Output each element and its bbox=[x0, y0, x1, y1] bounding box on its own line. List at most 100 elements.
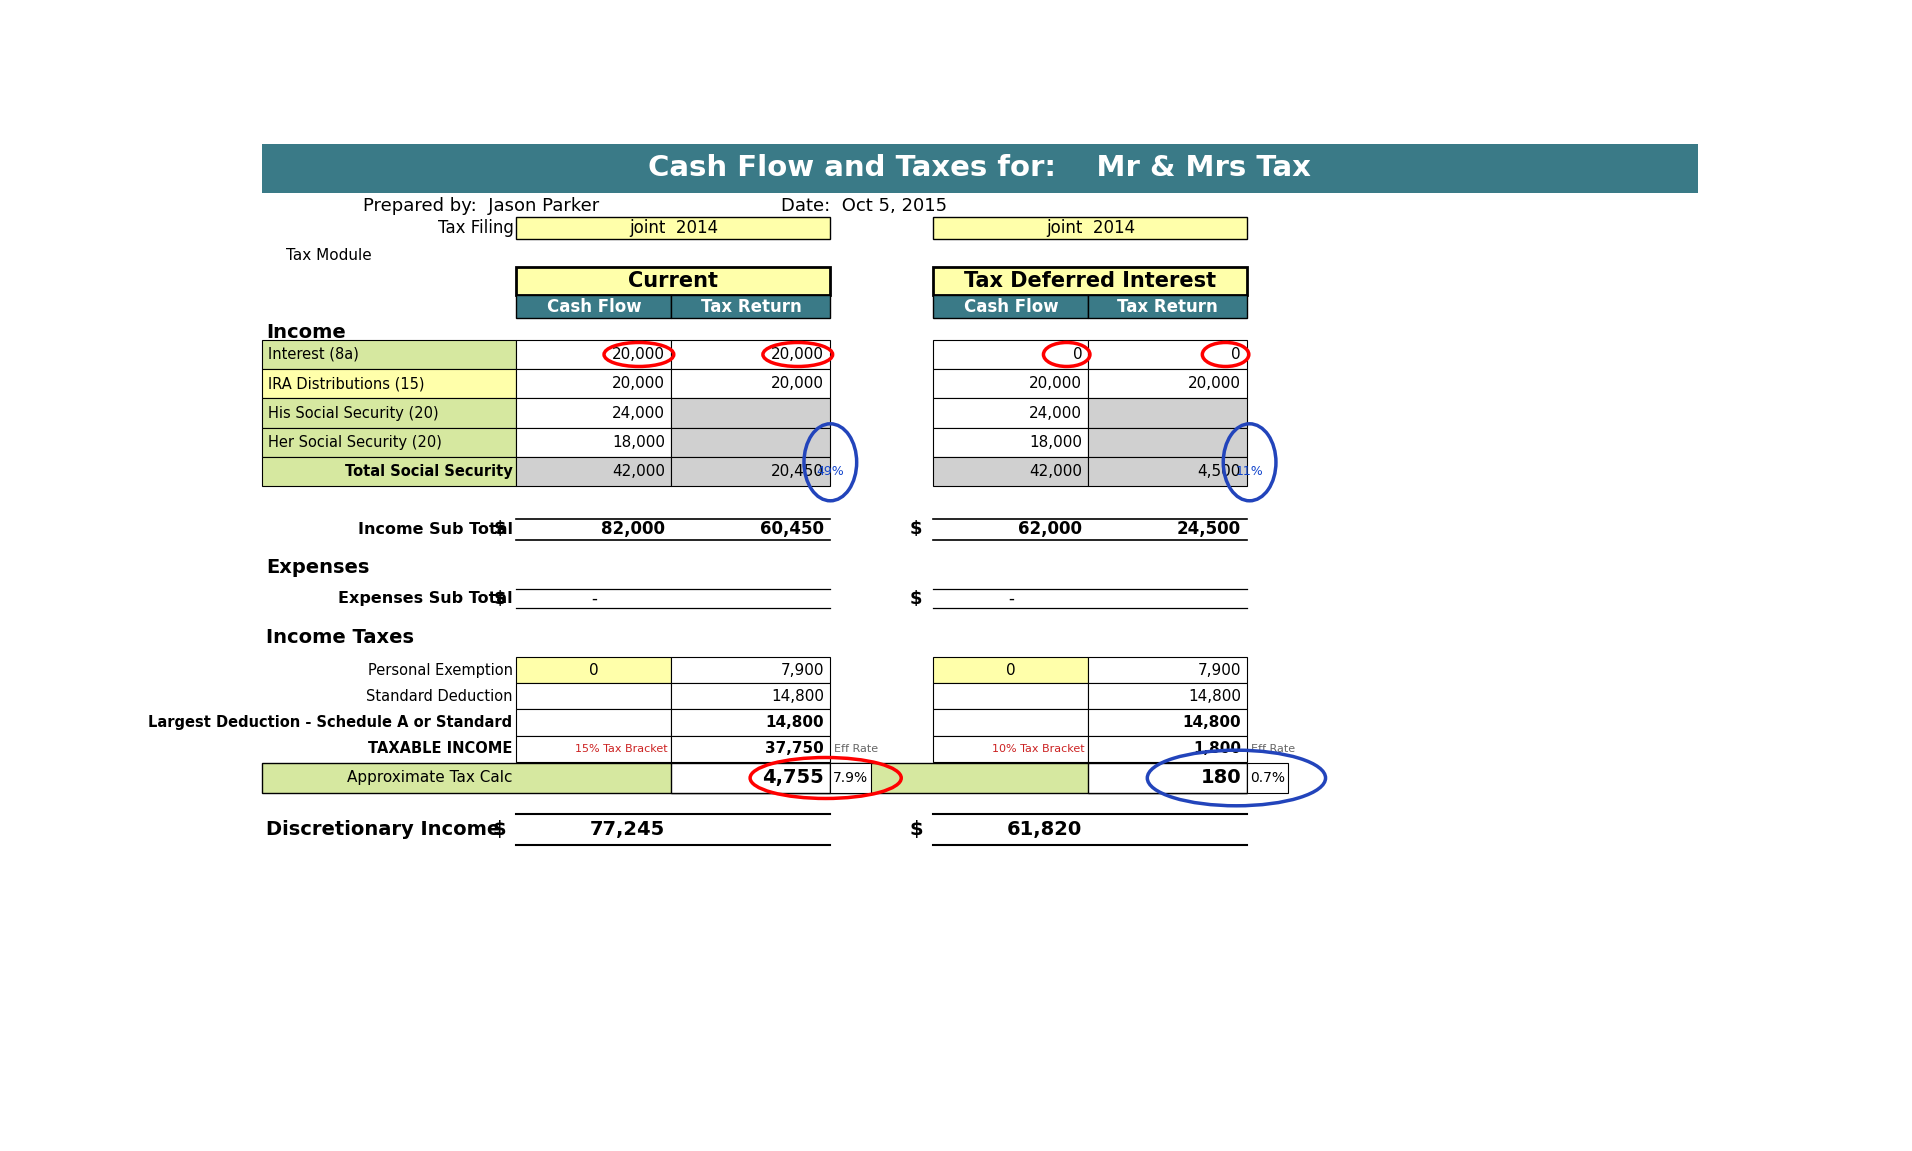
Bar bbox=[262, 428, 516, 457]
Text: Standard Deduction: Standard Deduction bbox=[365, 688, 512, 704]
Bar bbox=[933, 267, 1247, 295]
Text: 4,755: 4,755 bbox=[763, 769, 824, 787]
Bar bbox=[1088, 340, 1247, 369]
Text: 24,000: 24,000 bbox=[1029, 405, 1082, 420]
Text: 0: 0 bbox=[1006, 663, 1015, 678]
Bar bbox=[671, 763, 830, 793]
Text: Cash Flow: Cash Flow bbox=[964, 298, 1057, 315]
Text: 0.7%: 0.7% bbox=[1250, 771, 1285, 785]
Bar bbox=[1088, 684, 1247, 709]
Bar bbox=[516, 295, 671, 319]
Bar bbox=[262, 369, 516, 398]
Text: 0: 0 bbox=[1231, 346, 1241, 363]
Text: 11%: 11% bbox=[1235, 465, 1264, 478]
Text: 20,450: 20,450 bbox=[771, 464, 824, 479]
Text: 77,245: 77,245 bbox=[591, 820, 665, 839]
Bar bbox=[671, 340, 830, 369]
Bar bbox=[1088, 763, 1247, 793]
Bar bbox=[671, 369, 830, 398]
Bar bbox=[671, 709, 830, 735]
Bar bbox=[516, 428, 671, 457]
Text: Tax Return: Tax Return bbox=[700, 298, 801, 315]
Bar bbox=[933, 709, 1088, 735]
Text: Tax Module: Tax Module bbox=[285, 249, 371, 264]
Text: Cash Flow: Cash Flow bbox=[547, 298, 641, 315]
Bar bbox=[671, 684, 830, 709]
Text: 0: 0 bbox=[1073, 346, 1082, 363]
Text: $: $ bbox=[910, 589, 923, 608]
Text: -: - bbox=[1008, 589, 1013, 608]
Text: 7,900: 7,900 bbox=[780, 663, 824, 678]
Bar bbox=[933, 295, 1088, 319]
Bar bbox=[671, 657, 830, 684]
Text: 61,820: 61,820 bbox=[1008, 820, 1082, 839]
Text: 180: 180 bbox=[1201, 769, 1241, 787]
Bar bbox=[516, 735, 671, 762]
Bar bbox=[933, 398, 1088, 428]
Bar bbox=[1088, 735, 1247, 762]
Bar bbox=[262, 457, 516, 486]
Text: Expenses: Expenses bbox=[266, 558, 369, 578]
Text: 14,800: 14,800 bbox=[765, 715, 824, 730]
Bar bbox=[516, 398, 671, 428]
Text: 24,500: 24,500 bbox=[1178, 520, 1241, 539]
Text: 1,800: 1,800 bbox=[1193, 741, 1241, 756]
Text: 7,900: 7,900 bbox=[1197, 663, 1241, 678]
Bar bbox=[262, 144, 1698, 192]
Text: -: - bbox=[591, 589, 597, 608]
Text: $: $ bbox=[910, 820, 923, 839]
Text: $: $ bbox=[493, 589, 505, 608]
Text: $: $ bbox=[910, 520, 923, 539]
Text: TAXABLE INCOME: TAXABLE INCOME bbox=[369, 741, 512, 756]
Text: 20,000: 20,000 bbox=[612, 346, 665, 363]
Bar bbox=[1088, 369, 1247, 398]
Text: 20,000: 20,000 bbox=[771, 346, 824, 363]
Text: IRA Distributions (15): IRA Distributions (15) bbox=[268, 376, 424, 391]
Text: 7.9%: 7.9% bbox=[834, 771, 868, 785]
Text: 62,000: 62,000 bbox=[1019, 520, 1082, 539]
Bar bbox=[671, 457, 830, 486]
Text: Tax Deferred Interest: Tax Deferred Interest bbox=[964, 272, 1216, 291]
Text: 10% Tax Bracket: 10% Tax Bracket bbox=[992, 744, 1084, 754]
Text: Date:  Oct 5, 2015: Date: Oct 5, 2015 bbox=[782, 197, 948, 215]
Text: His Social Security (20): His Social Security (20) bbox=[268, 405, 440, 420]
Text: Prepared by:  Jason Parker: Prepared by: Jason Parker bbox=[363, 197, 598, 215]
Bar bbox=[933, 735, 1088, 762]
Text: Tax Filing: Tax Filing bbox=[438, 219, 514, 237]
Text: $: $ bbox=[493, 820, 507, 839]
Text: Tax Return: Tax Return bbox=[1117, 298, 1218, 315]
Text: Income Taxes: Income Taxes bbox=[266, 627, 415, 647]
Bar bbox=[671, 295, 830, 319]
Text: joint  2014: joint 2014 bbox=[1046, 219, 1136, 237]
Bar bbox=[1247, 763, 1287, 793]
Bar bbox=[933, 340, 1088, 369]
Bar bbox=[933, 684, 1088, 709]
Bar bbox=[262, 763, 1247, 793]
Text: 20,000: 20,000 bbox=[1029, 376, 1082, 391]
Text: 20,000: 20,000 bbox=[612, 376, 665, 391]
Text: 37,750: 37,750 bbox=[765, 741, 824, 756]
Bar bbox=[933, 218, 1247, 239]
Bar bbox=[516, 684, 671, 709]
Text: Total Social Security: Total Social Security bbox=[344, 464, 512, 479]
Text: 49%: 49% bbox=[816, 465, 845, 478]
Bar bbox=[1088, 398, 1247, 428]
Text: Interest (8a): Interest (8a) bbox=[268, 346, 359, 363]
Bar bbox=[1088, 657, 1247, 684]
Text: 0: 0 bbox=[589, 663, 598, 678]
Text: Eff Rate: Eff Rate bbox=[834, 744, 878, 754]
Text: Cash Flow and Taxes for:    Mr & Mrs Tax: Cash Flow and Taxes for: Mr & Mrs Tax bbox=[648, 154, 1312, 182]
Text: Expenses Sub Total: Expenses Sub Total bbox=[338, 592, 512, 607]
Bar bbox=[933, 657, 1088, 684]
Text: Current: Current bbox=[629, 272, 719, 291]
Text: 20,000: 20,000 bbox=[771, 376, 824, 391]
Bar bbox=[671, 428, 830, 457]
Text: 24,000: 24,000 bbox=[612, 405, 665, 420]
Bar bbox=[262, 340, 516, 369]
Bar bbox=[516, 369, 671, 398]
Bar bbox=[671, 735, 830, 762]
Bar bbox=[1088, 709, 1247, 735]
Text: 14,800: 14,800 bbox=[771, 688, 824, 704]
Bar bbox=[933, 369, 1088, 398]
Bar bbox=[1088, 457, 1247, 486]
